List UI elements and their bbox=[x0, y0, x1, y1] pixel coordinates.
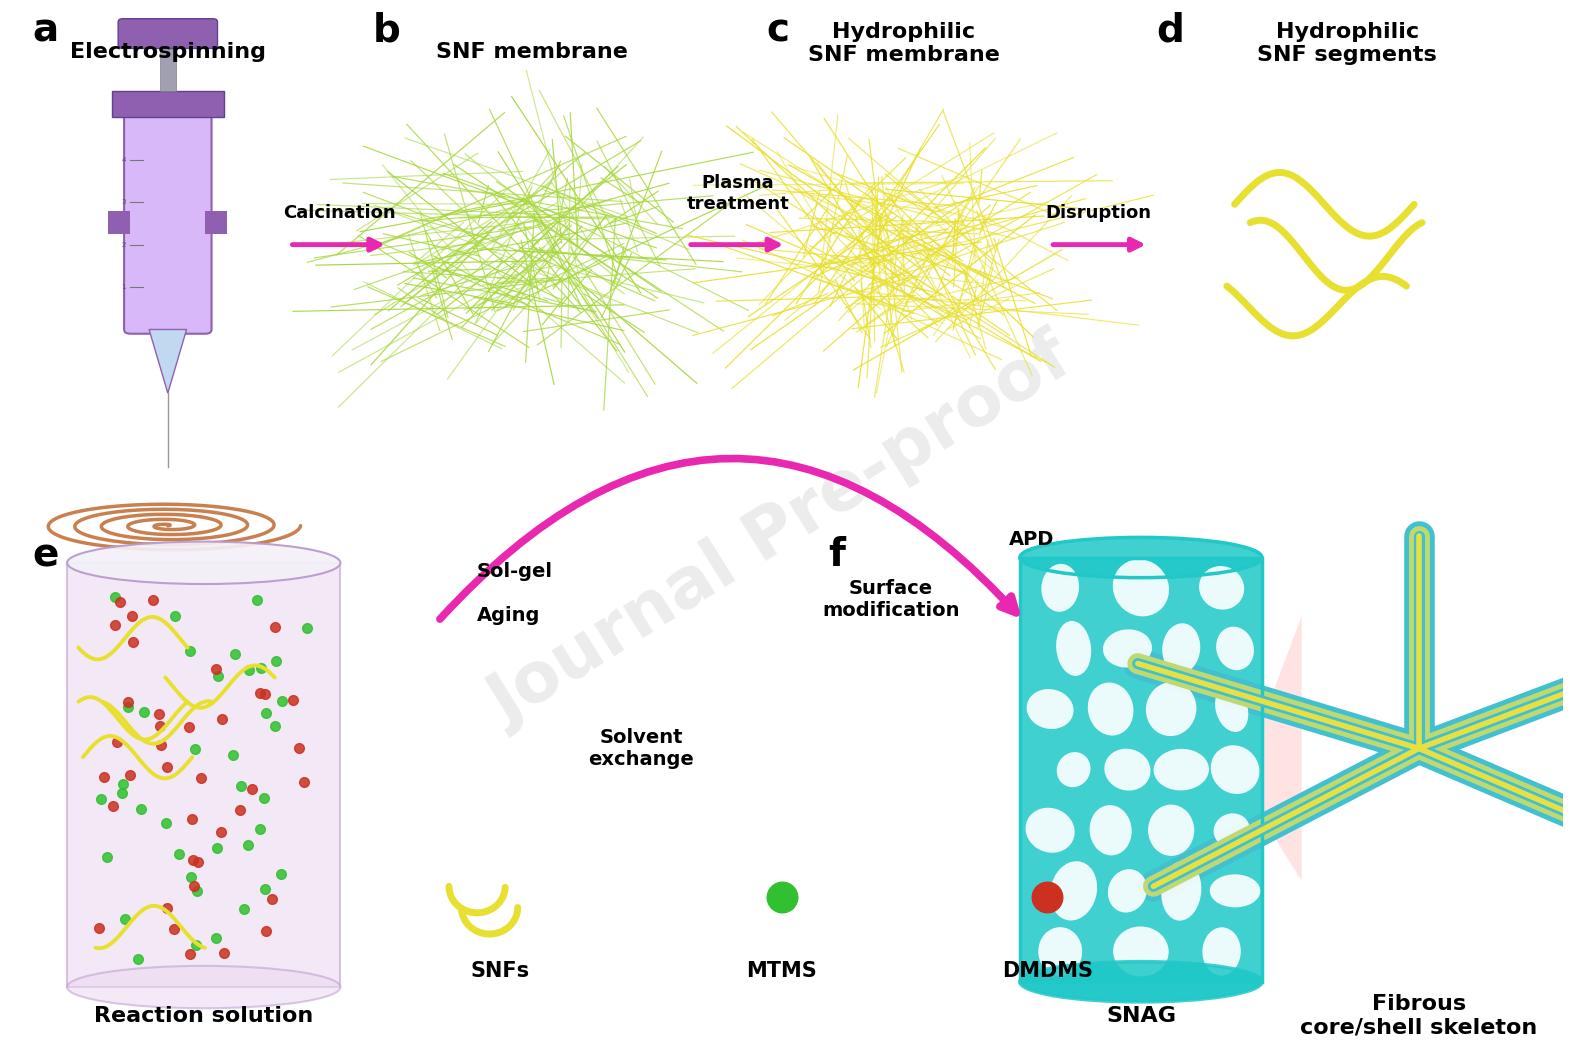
Text: Journal Pre-proof: Journal Pre-proof bbox=[479, 324, 1085, 738]
Ellipse shape bbox=[1113, 926, 1168, 976]
Text: SNFs: SNFs bbox=[471, 961, 531, 981]
Text: Solvent
exchange: Solvent exchange bbox=[589, 727, 694, 769]
FancyBboxPatch shape bbox=[124, 114, 212, 333]
Ellipse shape bbox=[68, 965, 341, 1008]
Text: 4: 4 bbox=[121, 157, 126, 162]
FancyBboxPatch shape bbox=[118, 19, 218, 49]
Polygon shape bbox=[149, 329, 187, 393]
Ellipse shape bbox=[1154, 749, 1209, 790]
Ellipse shape bbox=[1025, 808, 1075, 853]
Ellipse shape bbox=[1146, 682, 1196, 736]
Ellipse shape bbox=[1113, 560, 1170, 616]
Text: Surface
modification: Surface modification bbox=[823, 580, 959, 620]
Text: 3: 3 bbox=[121, 200, 126, 205]
Text: Aging: Aging bbox=[477, 606, 540, 626]
Text: APD: APD bbox=[1010, 530, 1053, 549]
Text: d: d bbox=[1157, 12, 1184, 49]
Text: f: f bbox=[829, 536, 845, 575]
Ellipse shape bbox=[1210, 746, 1259, 794]
Text: Hydrophilic
SNF membrane: Hydrophilic SNF membrane bbox=[807, 21, 1000, 65]
Ellipse shape bbox=[68, 542, 341, 584]
Text: b: b bbox=[372, 12, 400, 49]
Text: Electrospinning: Electrospinning bbox=[69, 41, 265, 62]
Polygon shape bbox=[1262, 616, 1302, 881]
Ellipse shape bbox=[1104, 630, 1152, 668]
Text: SNF membrane: SNF membrane bbox=[436, 41, 628, 62]
Ellipse shape bbox=[1148, 805, 1195, 856]
Text: 1: 1 bbox=[121, 284, 126, 290]
Ellipse shape bbox=[1108, 869, 1148, 912]
Ellipse shape bbox=[1090, 805, 1132, 855]
Text: Disruption: Disruption bbox=[1046, 204, 1152, 222]
Text: Hydrophilic
SNF segments: Hydrophilic SNF segments bbox=[1258, 21, 1437, 65]
Ellipse shape bbox=[1057, 621, 1091, 675]
Text: Calcination: Calcination bbox=[283, 204, 396, 222]
Ellipse shape bbox=[1050, 861, 1097, 921]
Ellipse shape bbox=[1104, 749, 1151, 790]
Ellipse shape bbox=[1162, 861, 1201, 921]
Ellipse shape bbox=[1088, 683, 1134, 736]
Ellipse shape bbox=[1199, 566, 1243, 610]
Ellipse shape bbox=[1057, 752, 1091, 787]
Ellipse shape bbox=[1027, 689, 1074, 729]
Bar bbox=[206, 210, 228, 234]
Bar bbox=[1020, 558, 1262, 981]
Ellipse shape bbox=[1038, 927, 1082, 976]
Text: 2: 2 bbox=[121, 242, 126, 247]
Text: Reaction solution: Reaction solution bbox=[94, 1006, 314, 1026]
Text: Sol-gel: Sol-gel bbox=[477, 562, 553, 581]
Text: e: e bbox=[31, 536, 58, 575]
Ellipse shape bbox=[1203, 927, 1240, 976]
Bar bbox=[108, 210, 130, 234]
Text: SNAG: SNAG bbox=[1105, 1006, 1176, 1026]
Ellipse shape bbox=[1162, 623, 1199, 673]
Bar bbox=[160, 40, 176, 91]
Text: DMDMS: DMDMS bbox=[1002, 961, 1093, 981]
Bar bbox=[68, 563, 341, 987]
Text: MTMS: MTMS bbox=[746, 961, 816, 981]
Ellipse shape bbox=[1210, 874, 1261, 907]
Bar bbox=[111, 91, 225, 118]
Ellipse shape bbox=[1217, 627, 1254, 670]
Ellipse shape bbox=[1041, 564, 1079, 612]
Ellipse shape bbox=[1020, 537, 1262, 578]
Ellipse shape bbox=[1214, 813, 1250, 847]
Bar bbox=[1020, 558, 1262, 981]
Text: a: a bbox=[31, 12, 58, 49]
Ellipse shape bbox=[1020, 961, 1262, 1001]
Text: Plasma
treatment: Plasma treatment bbox=[686, 174, 790, 213]
Text: Fibrous
core/shell skeleton: Fibrous core/shell skeleton bbox=[1300, 994, 1537, 1038]
Ellipse shape bbox=[1020, 961, 1262, 1001]
Text: c: c bbox=[766, 12, 790, 49]
Ellipse shape bbox=[1215, 686, 1248, 732]
